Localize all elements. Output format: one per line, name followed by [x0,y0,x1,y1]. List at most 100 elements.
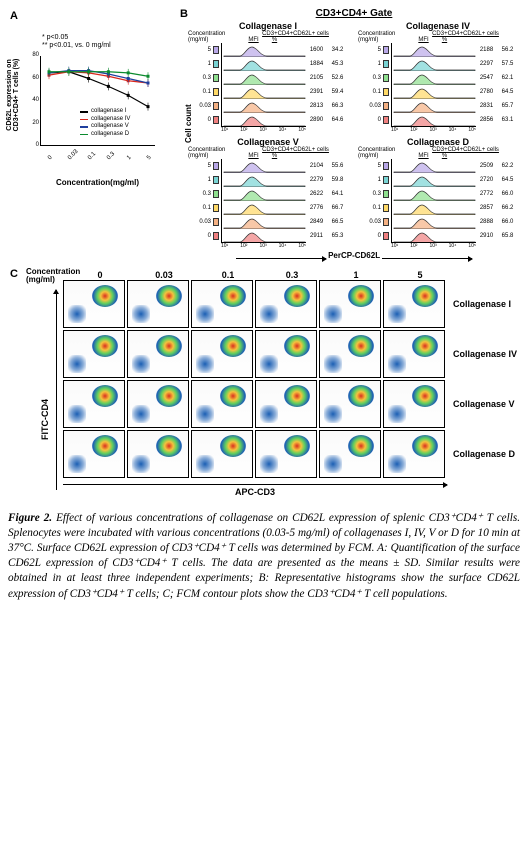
contour-cell [63,430,125,478]
population-minor-icon [132,355,150,373]
pct-val: 56.2 [497,47,518,53]
log-tick: 10⁵ [298,127,306,133]
gate-title: CD3+CD4+ Gate [188,8,520,19]
val-col: 250962.2272064.5277266.0285766.2288866.0… [476,159,518,243]
cells-col-head: CD3+CD4+CD62L+ cellsMFI% [243,31,348,43]
histo-head: Concentration(mg/ml)CD3+CD4+CD62L+ cells… [358,31,518,43]
conc-val: 1 [188,173,213,187]
population-main-icon [92,335,118,357]
population-minor-icon [196,455,214,473]
pct-val: 64.5 [497,89,518,95]
contour-row: Collagenase D [63,430,520,478]
conc-swatch [383,43,391,57]
hist-curve-icon [222,173,306,187]
population-main-icon [92,385,118,407]
contour-cell [319,280,381,328]
hist-curve-icon [392,71,476,85]
conc-val: 5 [188,159,213,173]
xtick: 1 [126,155,133,162]
contour-cell [63,280,125,328]
conc-swatch [383,201,391,215]
hist-curve-icon [392,57,476,71]
legend-text: collagenase I [91,108,126,116]
histo-value-row: 262264.1 [306,187,348,201]
hist-curve-icon [392,229,476,243]
panel-c-x-text: APC-CD3 [235,487,275,497]
population-main-icon [348,335,374,357]
hist-curve-icon [222,99,306,113]
histo-value-row: 285766.2 [476,201,518,215]
population-main-icon [412,335,438,357]
hist-curve-icon [392,215,476,229]
population-minor-icon [132,455,150,473]
contour-cell [255,430,317,478]
histo-value-row: 227959.8 [306,173,348,187]
conc-val: 0.1 [358,201,383,215]
contour-row-label: Collagenase V [453,399,515,409]
histo-head: Concentration(mg/ml)CD3+CD4+CD62L+ cells… [188,147,348,159]
histo-plot [221,43,306,127]
conc-col-head: Concentration(mg/ml) [358,31,413,43]
histogram-block: Collagenase DConcentration(mg/ml)CD3+CD4… [358,137,518,249]
population-main-icon [156,385,182,407]
mfi-val: 2772 [476,191,497,197]
pct-val: 66.0 [497,191,518,197]
hist-curve-icon [392,43,476,57]
mfi-val: 2720 [476,177,497,183]
conc-swatch [213,187,221,201]
mfi-val: 2849 [306,219,327,225]
pct-val: 66.2 [497,205,518,211]
chart-a-x-label: Concentration(mg/ml) [40,178,155,187]
population-minor-icon [324,405,342,423]
mfi-val: 2857 [476,205,497,211]
conc-swatch [213,113,221,127]
log-tick: 10⁵ [468,243,476,249]
histo-title: Collagenase IV [358,21,518,31]
panel-c-label: C [10,268,18,280]
chart-a-legend: collagenase Icollagenase IVcollagenase V… [80,108,130,138]
pct-val: 65.8 [497,233,518,239]
conc-col-head: Concentration(mg/ml) [358,147,413,159]
pct-val: 62.2 [497,163,518,169]
mfi-val: 1884 [306,61,327,67]
pct-val: 66.5 [327,219,348,225]
mfi-val: 2776 [306,205,327,211]
legend-swatch-icon [80,134,88,136]
ytick: 0 [27,142,39,148]
pct-val: 65.3 [327,233,348,239]
fig-label: Figure 2. [8,512,52,524]
histo-value-row: 284966.5 [306,215,348,229]
conc-val: 1 [358,57,383,71]
mfi-val: 2297 [476,61,497,67]
population-main-icon [220,435,246,457]
legend-row: collagenase V [80,123,130,131]
population-main-icon [220,335,246,357]
log-tick: 10⁴ [279,127,287,133]
mfi-val: 2911 [306,233,327,239]
conc-val: 1 [188,57,213,71]
hist-curve-icon [222,215,306,229]
histo-value-row: 229757.5 [476,57,518,71]
conc-col-head: Concentration(mg/ml) [188,147,243,159]
contour-row: Collagenase V [63,380,520,428]
population-main-icon [220,385,246,407]
conc-swatch [383,85,391,99]
pct-val: 34.2 [327,47,348,53]
panel-c-x-arrow-icon [63,484,447,485]
hist-curve-icon [222,201,306,215]
conc-swatch [213,43,221,57]
mfi-val: 2188 [476,47,497,53]
hist-curve-icon [222,113,306,127]
conc-val: 0 [358,229,383,243]
panel-b-label: B [180,8,188,20]
conc-col: 510.30.10.030 [358,43,383,127]
population-main-icon [156,285,182,307]
population-minor-icon [388,305,406,323]
val-col: 210455.6227959.8262264.1277666.7284966.5… [306,159,348,243]
pct-val: 66.7 [327,205,348,211]
panel-c-grid: Collagenase ICollagenase IVCollagenase V… [63,280,520,478]
population-main-icon [348,435,374,457]
histo-body: 510.30.10.030250962.2272064.5277266.0285… [358,159,518,243]
histo-body: 510.30.10.030160034.2188445.3210552.6239… [188,43,348,127]
histo-title: Collagenase D [358,137,518,147]
